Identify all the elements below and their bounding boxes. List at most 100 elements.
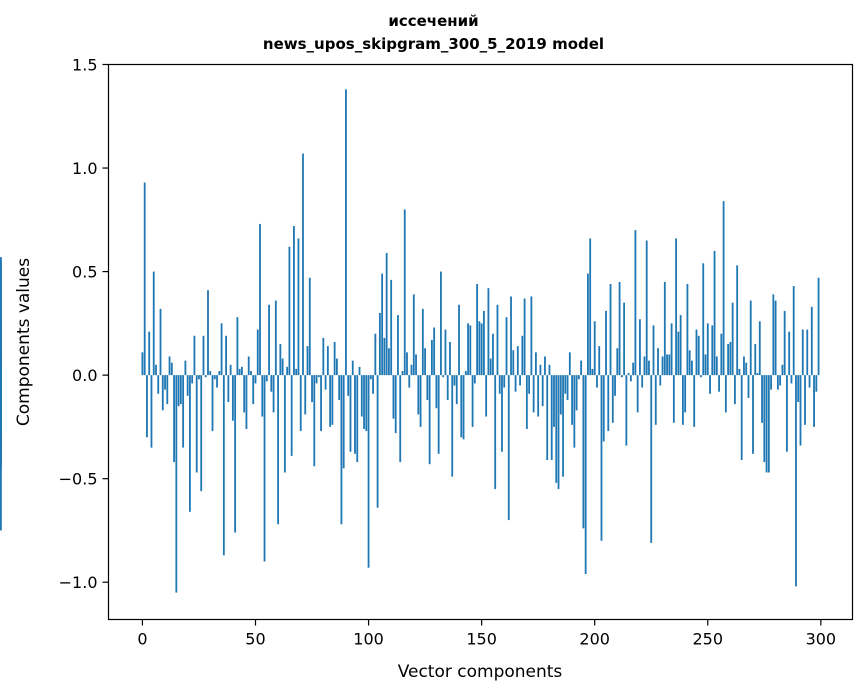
bar-component-73 — [306, 346, 309, 376]
bar-component-250 — [706, 323, 709, 376]
bar-component-62 — [281, 358, 284, 376]
bar-component-48 — [250, 370, 252, 376]
bar-component-195 — [582, 375, 585, 529]
bar-component-90 — [345, 89, 347, 376]
bar-component-25 — [198, 375, 200, 380]
bar-component-164 — [512, 350, 515, 376]
bar-component-112 — [394, 375, 397, 434]
bar-component-180 — [548, 364, 551, 376]
bar-component-57 — [270, 375, 273, 392]
bar-component-187 — [564, 375, 567, 394]
bar-component-199 — [591, 368, 594, 376]
bar-component-54 — [263, 375, 266, 562]
bar-component-47 — [247, 356, 250, 376]
bar-component-106 — [381, 273, 384, 376]
bar-component-144 — [467, 323, 469, 376]
bar-component-181 — [550, 375, 553, 461]
bar-component-235 — [672, 375, 675, 423]
chart-title: иссечений — [388, 12, 479, 30]
bar-component-217 — [632, 362, 635, 376]
bar-component-242 — [688, 350, 691, 376]
bar-component-84 — [331, 375, 334, 425]
bar-component-128 — [430, 339, 433, 376]
bar-component-49 — [252, 375, 255, 405]
bar-component-287 — [790, 375, 793, 384]
x-axis: 0 50 100 150 200 250 300 — [137, 619, 836, 649]
bar-component-278 — [770, 375, 772, 390]
bar-component-63 — [283, 375, 286, 473]
bar-component-198 — [589, 238, 592, 376]
bar-component-101 — [369, 375, 372, 380]
bar-component-130 — [435, 375, 438, 409]
bar-component-115 — [401, 370, 404, 376]
bar-component-17 — [179, 375, 182, 405]
bar-component-79 — [320, 375, 322, 432]
y-tick-label: 1.5 — [72, 56, 97, 75]
bar-component-26 — [200, 375, 203, 492]
bar-component-136 — [449, 342, 451, 376]
bar-component-264 — [738, 368, 741, 376]
y-tick-label: 0.5 — [72, 263, 97, 282]
bar-component-77 — [315, 375, 318, 384]
bar-component-64 — [286, 366, 289, 376]
bar-component-168 — [521, 335, 524, 376]
bar-component-283 — [781, 364, 784, 376]
bar-component-44 — [241, 366, 243, 376]
y-axis: −1.0 −0.5 0.0 0.5 1.0 1.5 — [59, 56, 109, 592]
bar-component-285 — [786, 375, 788, 452]
bar-component-262 — [734, 375, 736, 405]
bar-component-137 — [451, 375, 454, 477]
bar-component-153 — [487, 288, 490, 376]
bar-component-87 — [338, 375, 341, 400]
bar-component-274 — [761, 375, 763, 423]
bar-component-134 — [444, 329, 447, 376]
bar-component-133 — [442, 375, 445, 378]
bar-component-244 — [693, 375, 696, 427]
bar-component-186 — [562, 375, 564, 477]
bar-component-166 — [516, 346, 519, 376]
bar-component-85 — [333, 342, 336, 376]
bar-component-52 — [259, 223, 261, 376]
bar-component-126 — [426, 375, 429, 400]
bar-component-163 — [510, 296, 512, 376]
bar-component-288 — [792, 286, 795, 376]
bar-component-189 — [568, 352, 571, 376]
bar-component-297 — [813, 375, 815, 427]
bar-component-12 — [168, 356, 171, 376]
bar-component-263 — [736, 265, 739, 376]
bar-component-179 — [546, 375, 549, 461]
bar-component-258 — [724, 375, 727, 413]
bar-component-99 — [365, 375, 368, 432]
x-tick-label: 150 — [466, 630, 497, 649]
bar-component-203 — [600, 375, 603, 541]
bar-component-88 — [340, 375, 343, 525]
bar-component-246 — [697, 335, 700, 376]
bar-component-94 — [354, 375, 356, 454]
bar-component-142 — [462, 375, 465, 440]
bar-component-82 — [326, 346, 329, 376]
bar-series — [0, 89, 820, 593]
bar-component-165 — [514, 375, 517, 392]
bar-component-281 — [776, 375, 779, 390]
bar-component-141 — [460, 375, 463, 438]
bar-component-78 — [317, 375, 320, 378]
bar-component-105 — [378, 313, 381, 376]
bar-component-122 — [417, 375, 420, 415]
bar-component-248 — [702, 263, 705, 376]
bar-component-37 — [225, 335, 227, 376]
bar-component-252 — [711, 325, 714, 376]
bar-component-229 — [659, 375, 662, 386]
bar-component-239 — [681, 375, 684, 425]
bar-component-93 — [351, 360, 354, 376]
bar-component-27 — [202, 335, 205, 376]
bar-component-3 — [148, 331, 151, 376]
bar-component-91 — [347, 375, 350, 396]
bar-component-292 — [801, 329, 804, 376]
y-tick-label: −1.0 — [59, 573, 98, 592]
x-axis-label: Vector components — [398, 662, 563, 682]
bar-component-61 — [279, 344, 282, 376]
y-tick-label: 0.0 — [72, 366, 97, 385]
bar-component-104 — [376, 375, 379, 508]
bar-component-286 — [788, 331, 791, 376]
